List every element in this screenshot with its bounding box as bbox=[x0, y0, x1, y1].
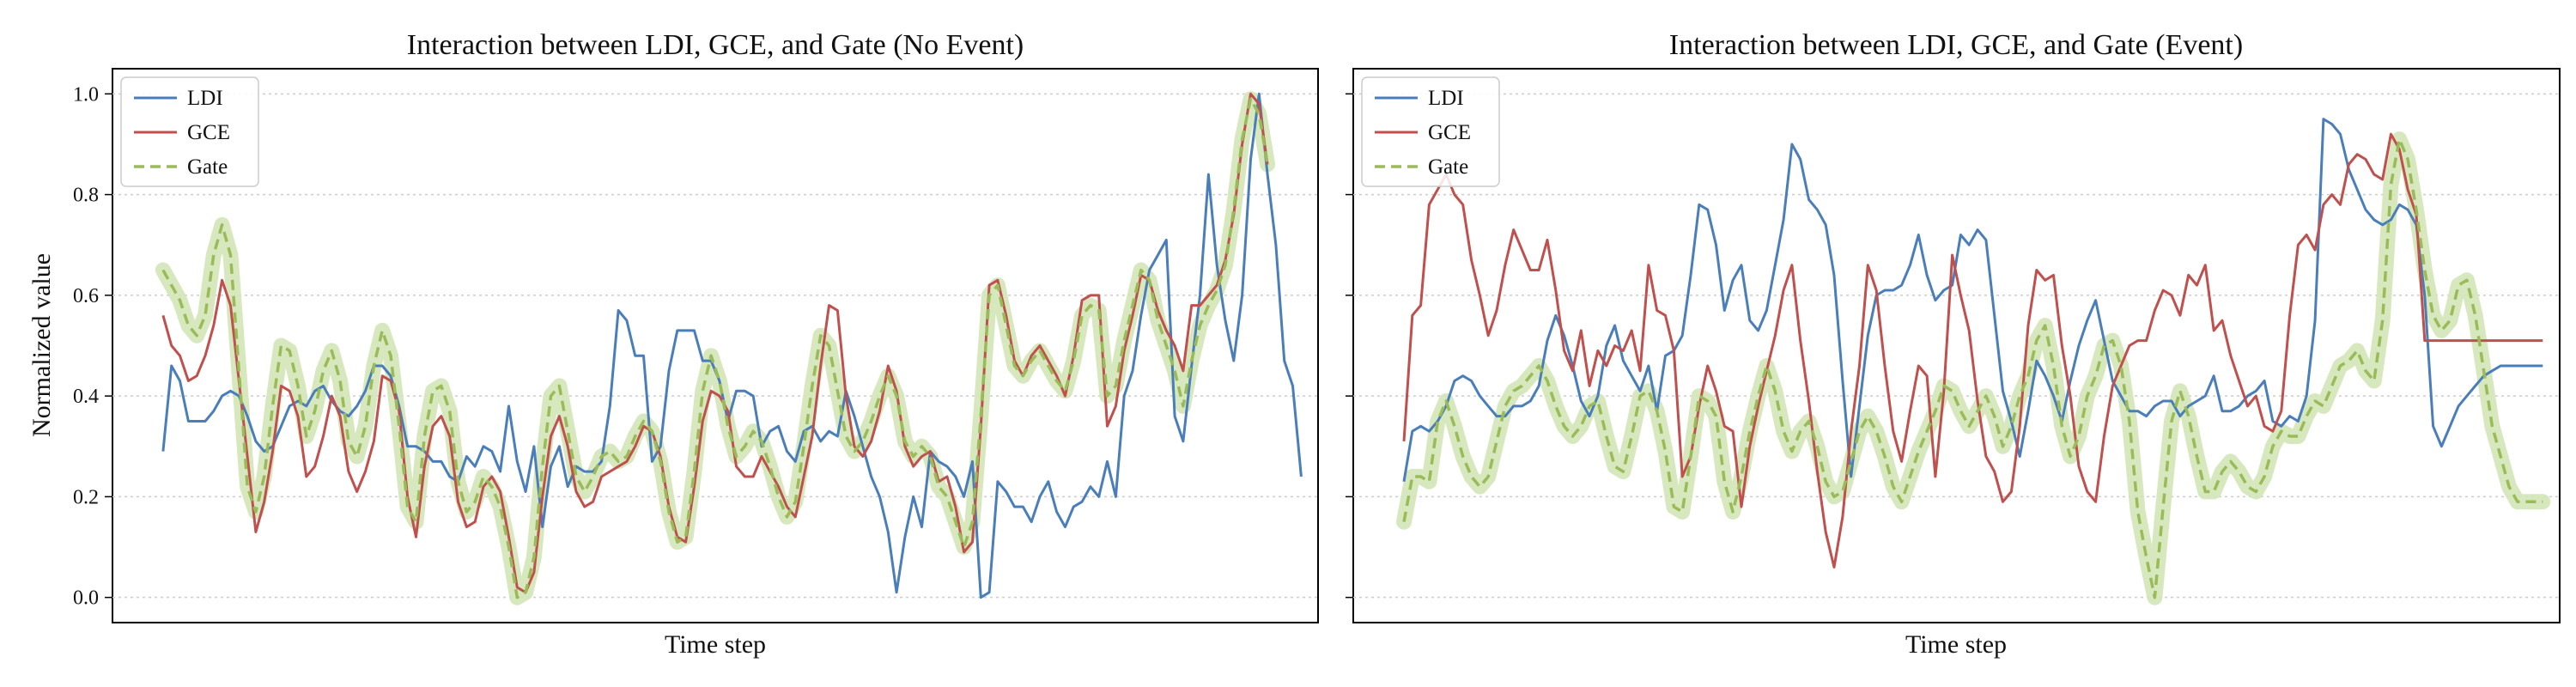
legend-label-ldi: LDI bbox=[1428, 87, 1464, 110]
y-tick-label: 0.2 bbox=[73, 486, 99, 508]
y-tick-label: 0.8 bbox=[73, 185, 99, 207]
y-tick-label: 1.0 bbox=[73, 83, 99, 106]
x-axis-label: Time step bbox=[665, 630, 766, 659]
panel-event: Interaction between LDI, GCE, and Gate (… bbox=[1346, 29, 2561, 659]
plot-frame bbox=[112, 68, 1319, 623]
x-axis-label: Time step bbox=[1905, 630, 2007, 659]
series-line-gate bbox=[1402, 137, 2543, 599]
series-line-ldi bbox=[1402, 118, 2543, 483]
legend: LDI GCE Gate bbox=[1361, 76, 1500, 187]
legend-box bbox=[120, 76, 259, 187]
y-ticks: 0.0 0.2 0.4 0.6 0.8 1.0 bbox=[73, 83, 112, 610]
plot-frame bbox=[1352, 68, 2561, 623]
legend-label-gate: Gate bbox=[1428, 155, 1468, 179]
legend: LDI GCE Gate bbox=[120, 76, 259, 187]
y-tick-label: 0.0 bbox=[73, 587, 99, 610]
legend-label-gce: GCE bbox=[1428, 121, 1471, 144]
panel-no-event: Interaction between LDI, GCE, and Gate (… bbox=[27, 29, 1319, 659]
y-tick-label: 0.6 bbox=[73, 285, 99, 307]
series-line-ldi bbox=[161, 92, 1303, 599]
y-ticks bbox=[1346, 93, 1353, 599]
series-line-gce bbox=[161, 92, 1269, 594]
y-tick-label: 0.4 bbox=[73, 386, 99, 408]
legend-box bbox=[1361, 76, 1500, 187]
legend-label-gce: GCE bbox=[187, 121, 230, 144]
series-layer bbox=[1396, 118, 2551, 605]
legend-label-ldi: LDI bbox=[187, 87, 223, 110]
series-line-gce bbox=[1402, 132, 2543, 568]
panel-title: Interaction between LDI, GCE, and Gate (… bbox=[407, 29, 1024, 61]
series-layer bbox=[155, 91, 1303, 605]
series-line-gate bbox=[161, 97, 1269, 599]
panel-title: Interaction between LDI, GCE, and Gate (… bbox=[1669, 29, 2243, 61]
legend-label-gate: Gate bbox=[187, 155, 228, 179]
y-axis-label: Normalized value bbox=[27, 253, 56, 437]
